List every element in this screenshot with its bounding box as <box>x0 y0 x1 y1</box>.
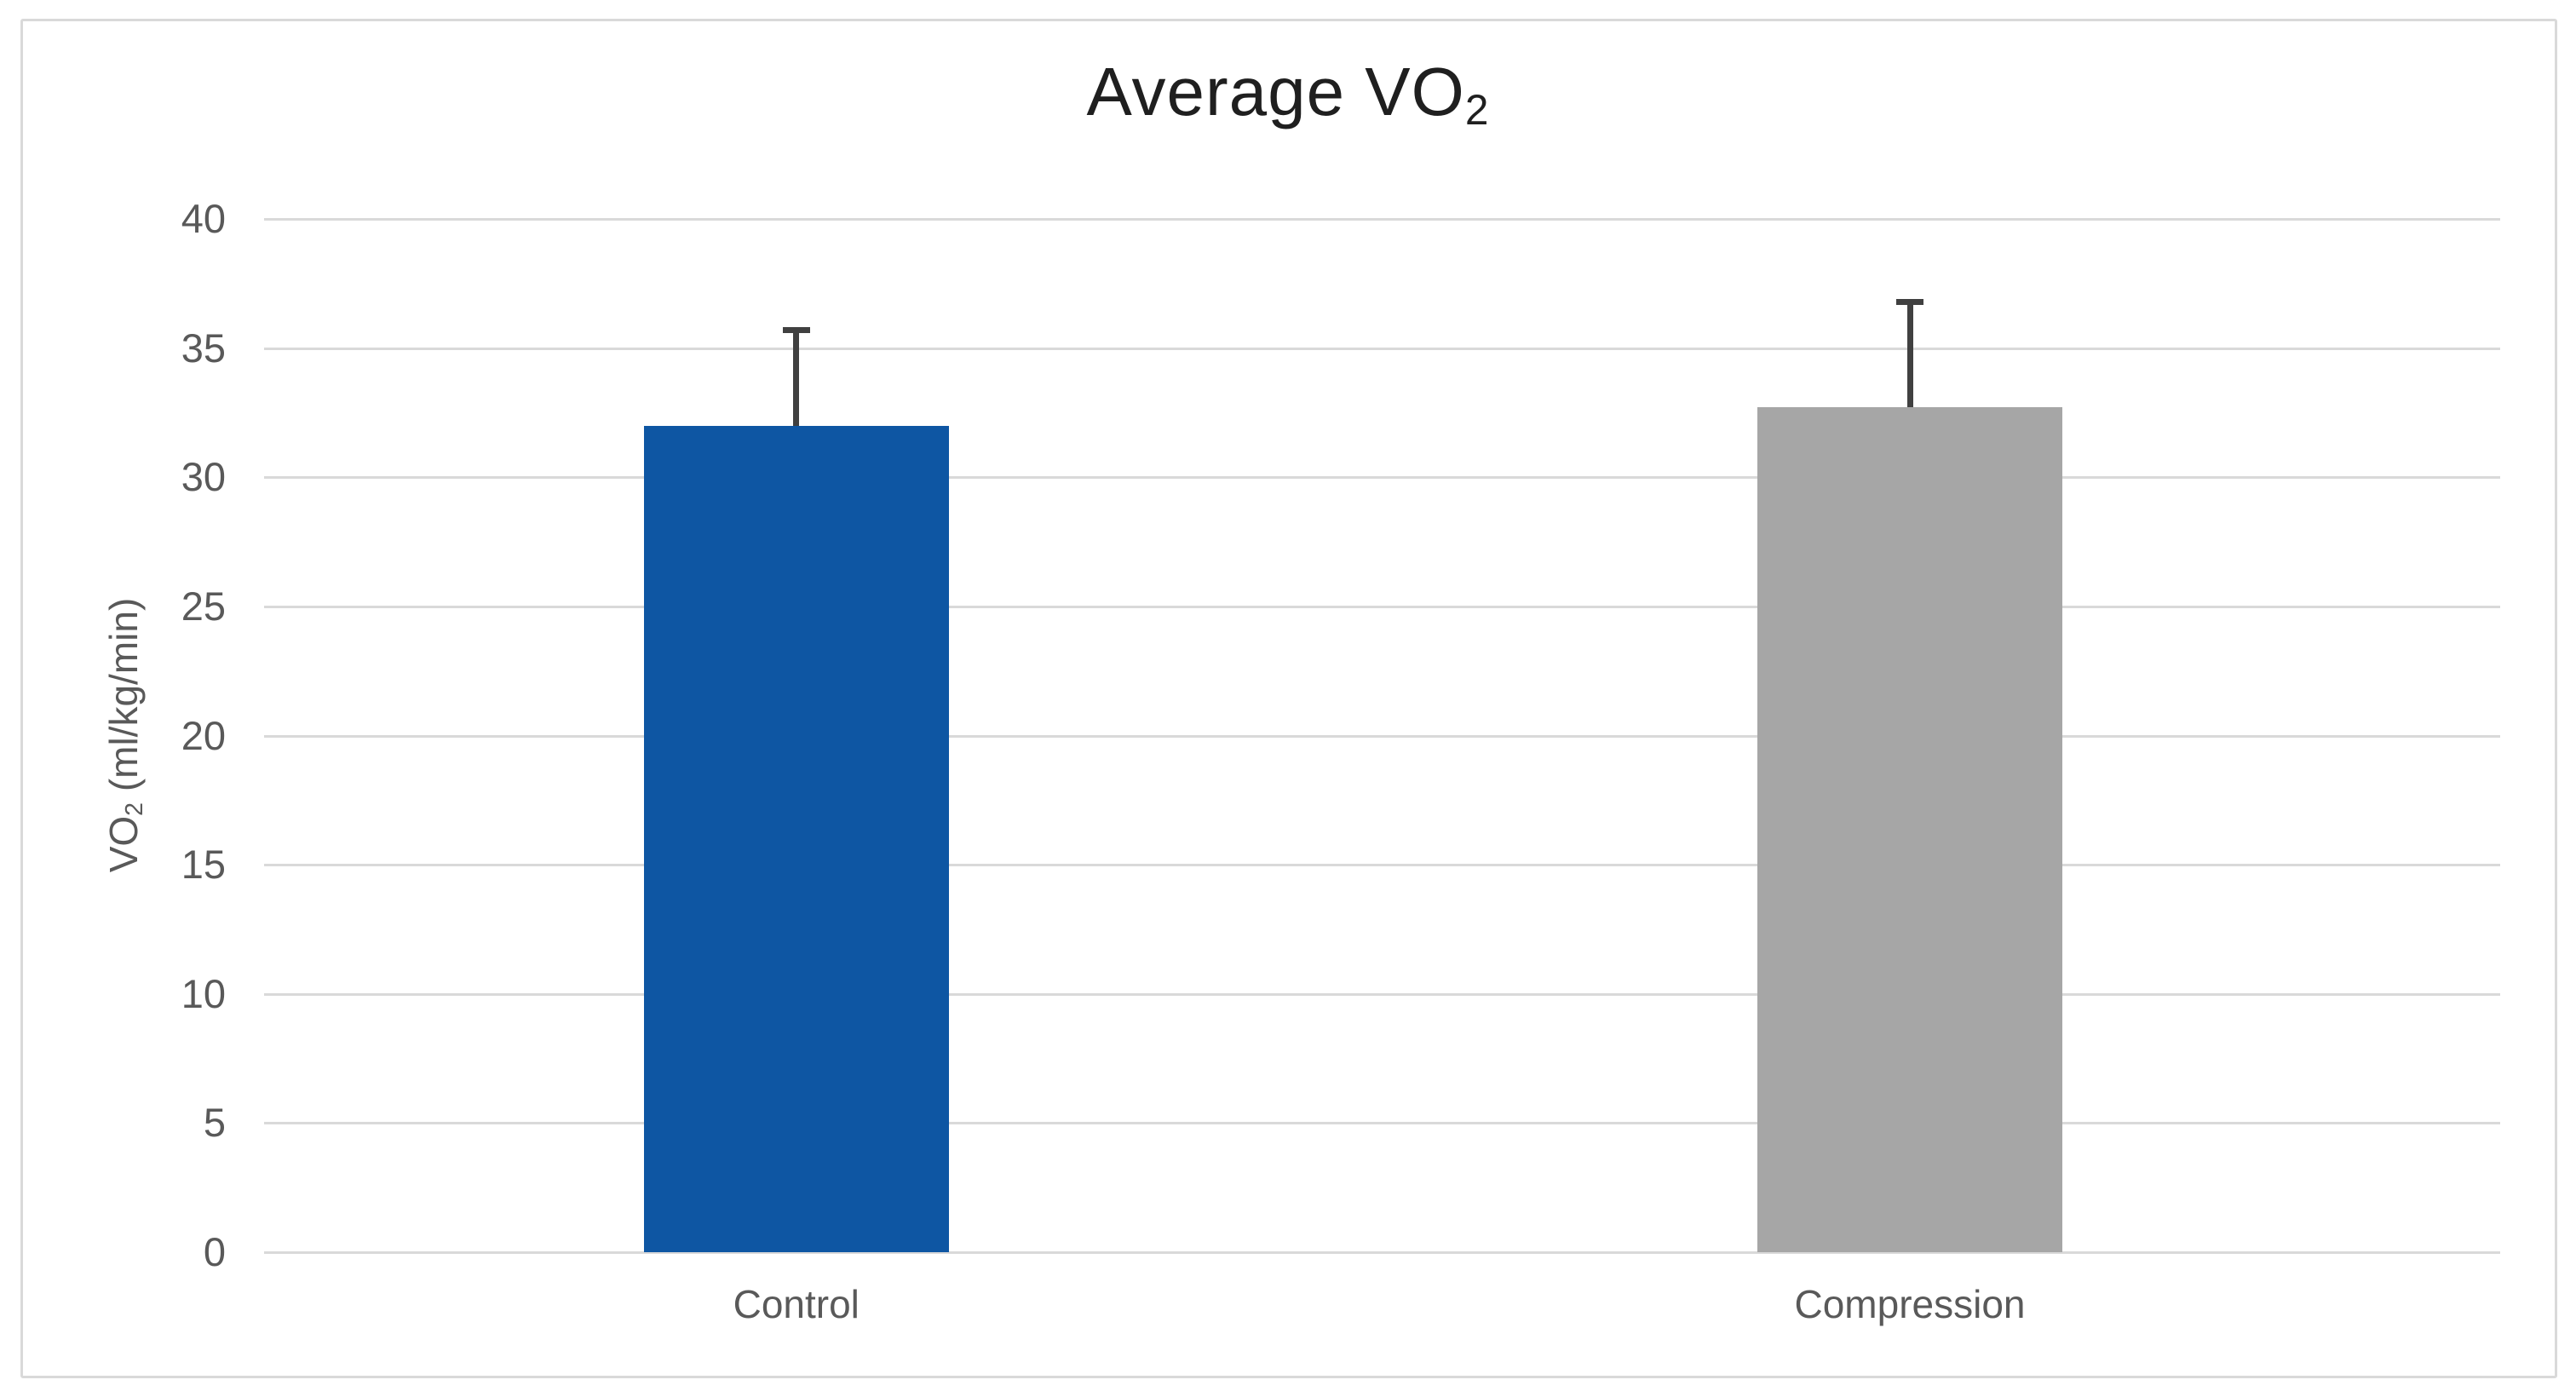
chart-title: Average VO2 <box>0 53 2576 134</box>
gridline-y-5 <box>264 1122 2500 1125</box>
gridline-y-30 <box>264 476 2500 480</box>
y-tick-label-10: 10 <box>181 970 226 1016</box>
y-tick-label-20: 20 <box>181 712 226 758</box>
gridline-y-25 <box>264 605 2500 608</box>
x-category-label-compression: Compression <box>1794 1282 2026 1326</box>
y-tick-label-40: 40 <box>181 196 226 241</box>
y-tick-label-15: 15 <box>181 842 226 888</box>
y-tick-label-0: 0 <box>203 1229 226 1274</box>
gridline-y-15 <box>264 864 2500 867</box>
plot-area <box>264 218 2500 1254</box>
chart-title-text: Average VO <box>1086 54 1465 129</box>
x-category-label-control: Control <box>733 1282 860 1326</box>
error-bar-cap-control <box>782 327 810 334</box>
bar-compression <box>1757 407 2062 1252</box>
error-bar-compression <box>1906 302 1913 408</box>
gridline-y-40 <box>264 218 2500 221</box>
error-bar-cap-compression <box>1896 299 1923 306</box>
y-axis-title-subscript: 2 <box>121 802 149 816</box>
y-tick-label-25: 25 <box>181 583 226 629</box>
y-tick-label-30: 30 <box>181 454 226 500</box>
gridline-y-20 <box>264 734 2500 738</box>
gridline-y-35 <box>264 347 2500 350</box>
gridline-y-10 <box>264 992 2500 996</box>
y-tick-label-5: 5 <box>203 1100 226 1146</box>
gridline-y-0 <box>264 1251 2500 1254</box>
y-tick-label-35: 35 <box>181 325 226 371</box>
error-bar-control <box>793 330 800 426</box>
bar-control <box>643 425 949 1252</box>
chart-frame <box>20 19 2557 1378</box>
chart-title-subscript: 2 <box>1464 85 1490 134</box>
